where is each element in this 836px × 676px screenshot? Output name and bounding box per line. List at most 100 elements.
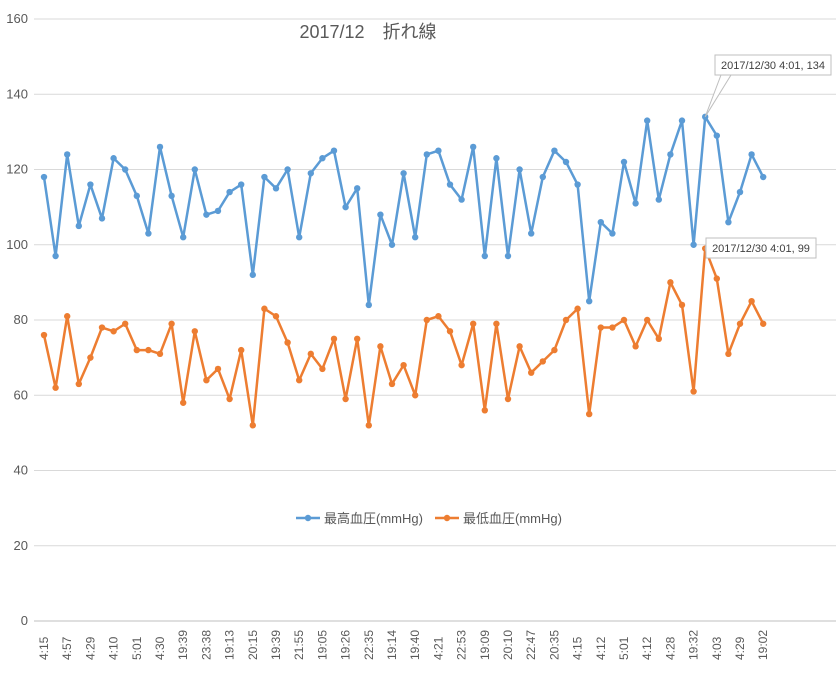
data-point (365, 301, 372, 309)
data-point (133, 192, 140, 200)
data-point (690, 388, 697, 395)
data-point (63, 151, 71, 158)
series-2 (40, 245, 767, 429)
data-point (261, 305, 268, 312)
data-callout: 2017/12/30 4:01, 99 (704, 237, 817, 259)
data-point (551, 147, 558, 154)
x-tick-label: 20:15 (246, 630, 260, 660)
annotations: 2017/12/30 4:01, 134 2017/12/30 4:01, 99 (704, 54, 832, 259)
data-point (736, 188, 744, 196)
legend-item-2: 最低血圧(mmHg) (435, 511, 562, 526)
callout-box (714, 54, 832, 76)
x-tick-label: 20:35 (547, 630, 561, 660)
series-1 (40, 113, 767, 309)
data-point (516, 343, 523, 350)
legend: 最高血圧(mmHg) 最低血圧(mmHg) (296, 511, 562, 526)
data-point (551, 346, 558, 354)
data-point (481, 407, 488, 414)
y-tick-label: 120 (6, 162, 28, 177)
y-tick-label: 0 (21, 613, 28, 628)
data-point (493, 155, 500, 162)
data-point (736, 320, 744, 327)
data-point (377, 343, 384, 350)
data-point (562, 316, 570, 324)
callout-box (705, 237, 817, 259)
data-point (203, 377, 210, 384)
y-tick-label: 20 (14, 538, 28, 553)
legend-label: 最高血圧(mmHg) (324, 511, 423, 526)
data-point (330, 335, 338, 343)
data-point (632, 200, 639, 207)
data-point (40, 331, 48, 339)
data-point (713, 275, 720, 282)
data-point (214, 207, 222, 215)
data-point (87, 181, 94, 188)
data-point (354, 185, 361, 192)
data-point (98, 215, 106, 222)
series-line (42, 247, 765, 427)
data-point (284, 166, 291, 173)
data-point (690, 241, 697, 248)
data-point (725, 350, 732, 358)
x-tick-label: 4:29 (83, 636, 97, 660)
data-point (748, 151, 755, 158)
data-point (760, 320, 767, 327)
data-point (748, 297, 755, 305)
data-point (342, 203, 349, 211)
data-point (168, 192, 175, 200)
x-tick-label: 22:35 (362, 630, 376, 660)
data-point (412, 234, 419, 241)
data-point (713, 132, 720, 139)
legend-label: 最低血圧(mmHg) (463, 511, 562, 526)
data-point (377, 211, 384, 218)
data-point (528, 230, 535, 237)
data-point (586, 297, 593, 305)
data-point (446, 181, 454, 188)
data-point (458, 361, 465, 369)
legend-marker (443, 514, 451, 522)
data-point (145, 230, 152, 237)
data-point (412, 392, 419, 399)
data-point (307, 170, 314, 177)
data-point (458, 196, 465, 203)
x-tick-label: 19:13 (223, 630, 237, 660)
data-point (470, 143, 477, 151)
data-point (75, 222, 83, 230)
data-point (249, 271, 256, 279)
data-point (307, 350, 314, 358)
x-tick-label: 4:30 (153, 636, 167, 660)
x-tick-label: 22:47 (524, 630, 538, 660)
x-tick-label: 19:32 (687, 630, 701, 660)
data-point (446, 328, 454, 335)
data-point (539, 173, 546, 181)
y-tick-label: 80 (14, 312, 28, 327)
gridlines (34, 18, 836, 622)
data-point (435, 147, 442, 154)
data-point (52, 252, 59, 260)
data-point (516, 166, 523, 173)
data-point (133, 346, 140, 354)
data-point (354, 335, 361, 343)
data-point (261, 173, 268, 181)
data-point (168, 320, 175, 327)
data-point (481, 252, 488, 260)
x-tick-label: 4:10 (107, 636, 121, 660)
data-point (296, 377, 303, 384)
data-point (191, 166, 198, 173)
data-point (296, 234, 303, 241)
data-point (423, 316, 430, 324)
data-point (400, 170, 407, 177)
data-point (586, 410, 593, 418)
data-point (539, 358, 546, 365)
data-point (644, 117, 651, 124)
data-point (388, 380, 396, 388)
series-line (42, 115, 765, 307)
data-point (75, 380, 83, 388)
data-point (655, 335, 662, 343)
data-point (319, 365, 326, 373)
data-point (667, 279, 674, 286)
data-point (365, 422, 372, 429)
data-point (504, 252, 512, 260)
data-point (655, 196, 662, 203)
